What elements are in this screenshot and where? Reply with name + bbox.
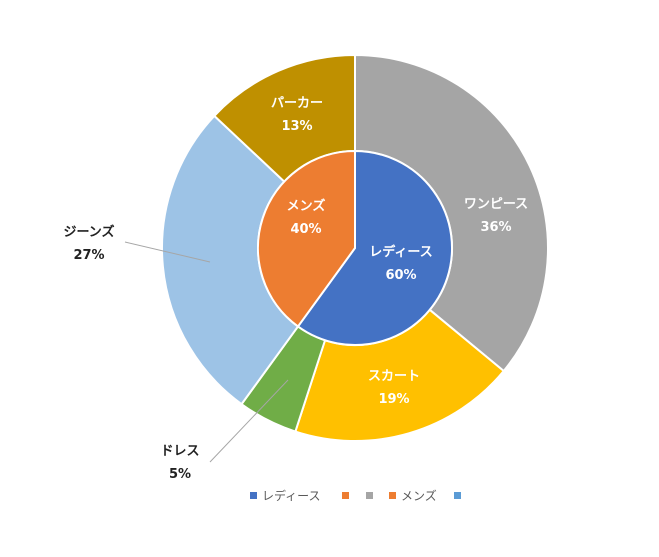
legend-label-mens: メンズ — [401, 488, 437, 503]
label-ladies-value: 60% — [385, 268, 416, 283]
inner-slice-0 — [296, 149, 453, 346]
legend-swatch-2 — [342, 492, 349, 499]
label-onepiece-value: 36% — [480, 220, 511, 235]
legend-swatch-5 — [454, 492, 461, 499]
outer-ring — [161, 53, 549, 442]
label-jeans-name: ジーンズ — [63, 224, 114, 240]
legend-swatch-3 — [366, 492, 373, 499]
legend-swatch-mens — [389, 492, 396, 499]
label-onepiece-name: ワンピース — [464, 197, 528, 212]
legend-label-ladies: レディース — [262, 488, 321, 503]
label-parka-name: パーカー — [271, 96, 323, 111]
label-mens-value: 40% — [290, 222, 321, 237]
label-jeans-value: 27% — [73, 248, 104, 263]
label-dress-value: 5% — [169, 467, 191, 482]
leader-line-jeans — [124, 241, 211, 263]
legend: レディース メンズ — [250, 488, 461, 503]
legend-swatch-ladies — [250, 492, 257, 499]
leader-line-dress — [209, 379, 289, 463]
label-dress-name: ドレス — [160, 444, 199, 459]
inner-ring — [257, 149, 453, 346]
inner-slice-1 — [257, 149, 356, 328]
label-ladies-name: レディース — [369, 244, 432, 260]
label-parka-value: 13% — [281, 119, 312, 134]
label-mens-name: メンズ — [287, 198, 326, 214]
label-skirt-name: スカート — [368, 369, 420, 384]
label-skirt-value: 19% — [378, 392, 409, 407]
